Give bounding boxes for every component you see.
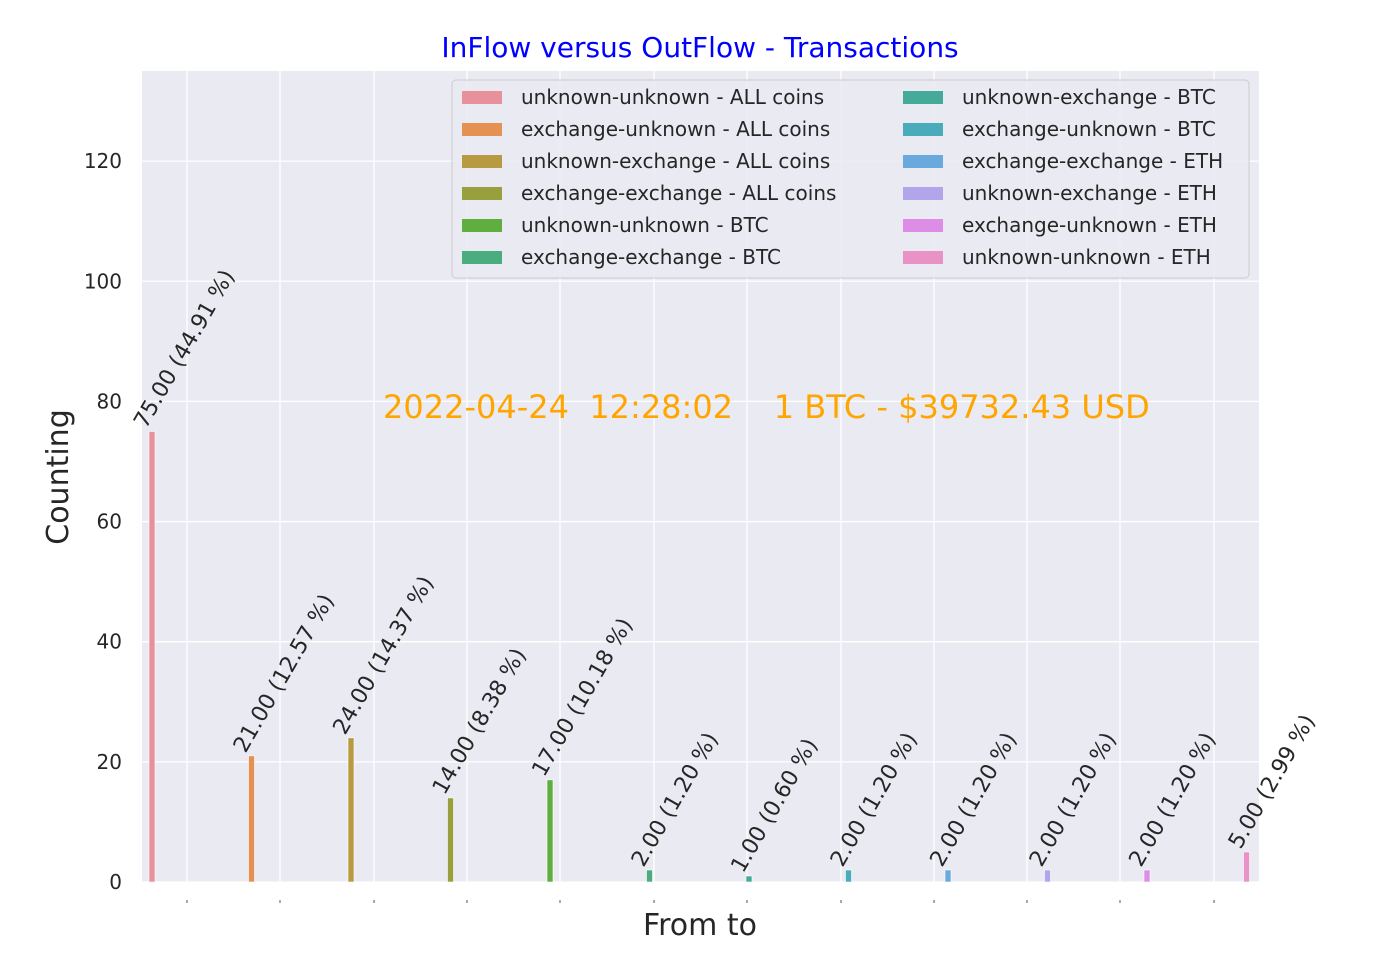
legend-swatch	[462, 155, 502, 168]
y-tick-label: 0	[109, 870, 122, 894]
legend-swatch	[462, 251, 502, 264]
y-axis-label: Counting	[41, 409, 76, 544]
y-tick-label: 100	[84, 269, 122, 293]
bar	[845, 869, 852, 883]
chart-title: InFlow versus OutFlow - Transactions	[441, 31, 958, 64]
y-tick-label: 40	[97, 630, 122, 654]
legend-entry: unknown-exchange - BTC	[962, 85, 1216, 109]
legend-entry: exchange-exchange - ETH	[962, 149, 1223, 173]
bar	[347, 737, 355, 883]
legend-entry: exchange-unknown - BTC	[962, 117, 1216, 141]
x-axis-label: From to	[643, 908, 757, 943]
y-tick-label: 60	[97, 510, 122, 534]
bars	[148, 431, 1250, 883]
grid-lines	[142, 71, 1259, 883]
bar	[745, 875, 753, 883]
bar	[248, 755, 255, 883]
bar	[1243, 851, 1250, 883]
legend-entry: exchange-unknown - ALL coins	[521, 117, 830, 141]
legend: unknown-unknown - ALL coins exchange-unkn…	[451, 79, 1250, 279]
legend-entry: unknown-unknown - ETH	[962, 245, 1211, 269]
legend-swatch	[903, 187, 943, 200]
legend-swatch	[462, 123, 502, 136]
legend-swatch	[903, 123, 943, 136]
bar	[944, 869, 952, 883]
price-annotation: 2022-04-24 12:28:02 1 BTC - $39732.43 US…	[383, 388, 1150, 426]
legend-entry: exchange-exchange - ALL coins	[521, 181, 836, 205]
legend-swatch	[903, 219, 943, 232]
bar	[148, 431, 156, 883]
bar	[1044, 869, 1051, 883]
y-tick-label: 120	[84, 149, 122, 173]
legend-swatch	[462, 91, 502, 104]
y-tick-label: 20	[97, 750, 122, 774]
y-tick-label: 80	[97, 389, 122, 413]
legend-swatch	[903, 251, 943, 264]
legend-swatch	[903, 155, 943, 168]
bar	[1143, 869, 1151, 883]
legend-swatch	[462, 219, 502, 232]
legend-box	[451, 79, 1250, 279]
bar	[447, 797, 454, 883]
y-axis-ticks: 0 20 40 60 80 100 120	[84, 149, 122, 894]
legend-swatch	[462, 187, 502, 200]
legend-entry: exchange-unknown - ETH	[962, 213, 1217, 237]
legend-entry: unknown-exchange - ALL coins	[521, 149, 830, 173]
legend-entry: exchange-exchange - BTC	[521, 245, 781, 269]
legend-entry: unknown-exchange - ETH	[962, 181, 1217, 205]
legend-swatch	[903, 91, 943, 104]
bar	[646, 869, 653, 883]
legend-entry: unknown-unknown - BTC	[521, 213, 769, 237]
legend-entry: unknown-unknown - ALL coins	[521, 85, 824, 109]
x-axis-ticks	[186, 900, 1215, 903]
bar	[546, 779, 554, 883]
